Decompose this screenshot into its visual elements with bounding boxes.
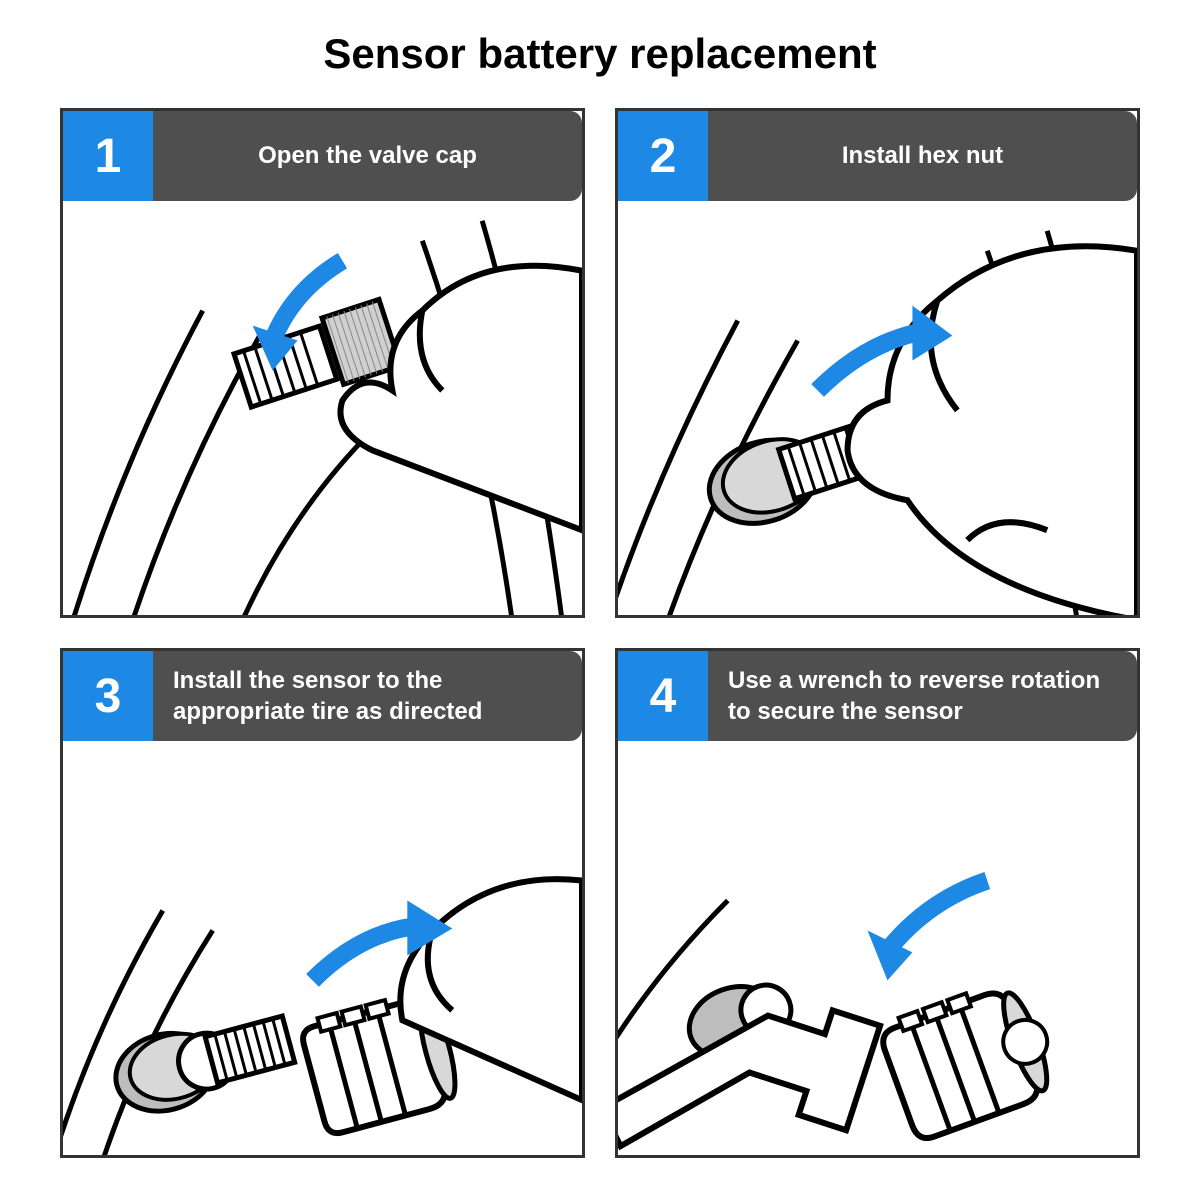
step-caption-1: Open the valve cap — [153, 111, 582, 201]
arrow-icon — [868, 881, 988, 981]
step-header-4: 4 Use a wrench to reverse rotation to se… — [618, 651, 1137, 741]
step-number-3: 3 — [63, 651, 153, 741]
step-panel-4: 4 Use a wrench to reverse rotation to se… — [615, 648, 1140, 1158]
step-header-2: 2 Install hex nut — [618, 111, 1137, 201]
step-panel-2: 2 Install hex nut — [615, 108, 1140, 618]
step-number-4: 4 — [618, 651, 708, 741]
step-panel-3: 3 Install the sensor to the appropriate … — [60, 648, 585, 1158]
step-header-3: 3 Install the sensor to the appropriate … — [63, 651, 582, 741]
step-number-1: 1 — [63, 111, 153, 201]
step-caption-3: Install the sensor to the appropriate ti… — [153, 651, 582, 741]
step-caption-4: Use a wrench to reverse rotation to secu… — [708, 651, 1137, 741]
step-header-1: 1 Open the valve cap — [63, 111, 582, 201]
steps-grid: 1 Open the valve cap — [60, 108, 1140, 1158]
step-panel-1: 1 Open the valve cap — [60, 108, 585, 618]
step-caption-2: Install hex nut — [708, 111, 1137, 201]
step-number-2: 2 — [618, 111, 708, 201]
page-title: Sensor battery replacement — [60, 30, 1140, 78]
